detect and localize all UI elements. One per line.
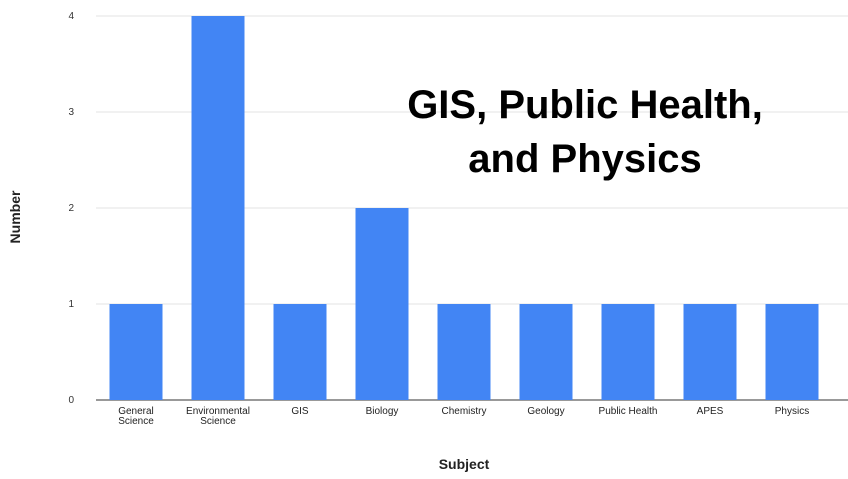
x-tick-label: Physics xyxy=(775,406,809,417)
bar xyxy=(355,208,409,400)
x-tick-label: General Science xyxy=(118,406,154,427)
y-axis-title: Number xyxy=(7,190,23,243)
bar xyxy=(109,304,163,400)
x-tick-label: APES xyxy=(697,406,724,417)
annotation-line-1: GIS, Public Health, xyxy=(407,83,763,127)
x-tick-label: GIS xyxy=(291,406,309,417)
y-tick-label: 1 xyxy=(68,299,74,310)
y-tick-label: 4 xyxy=(68,11,74,22)
bar xyxy=(765,304,819,400)
annotation-line-2: and Physics xyxy=(468,137,701,181)
x-tick-label: Chemistry xyxy=(441,406,486,417)
y-tick-label: 3 xyxy=(68,107,74,118)
x-tick-label: Biology xyxy=(366,406,399,417)
bar xyxy=(273,304,327,400)
bar xyxy=(437,304,491,400)
bar xyxy=(683,304,737,400)
y-tick-label: 0 xyxy=(68,395,74,406)
x-tick-label: Public Health xyxy=(599,406,658,417)
bar xyxy=(601,304,655,400)
x-tick-label: Environmental Science xyxy=(186,406,250,427)
x-tick-label: Geology xyxy=(527,406,564,417)
bar xyxy=(519,304,573,400)
x-axis-title: Subject xyxy=(439,456,490,472)
bar xyxy=(191,16,245,400)
y-tick-label: 2 xyxy=(68,203,74,214)
